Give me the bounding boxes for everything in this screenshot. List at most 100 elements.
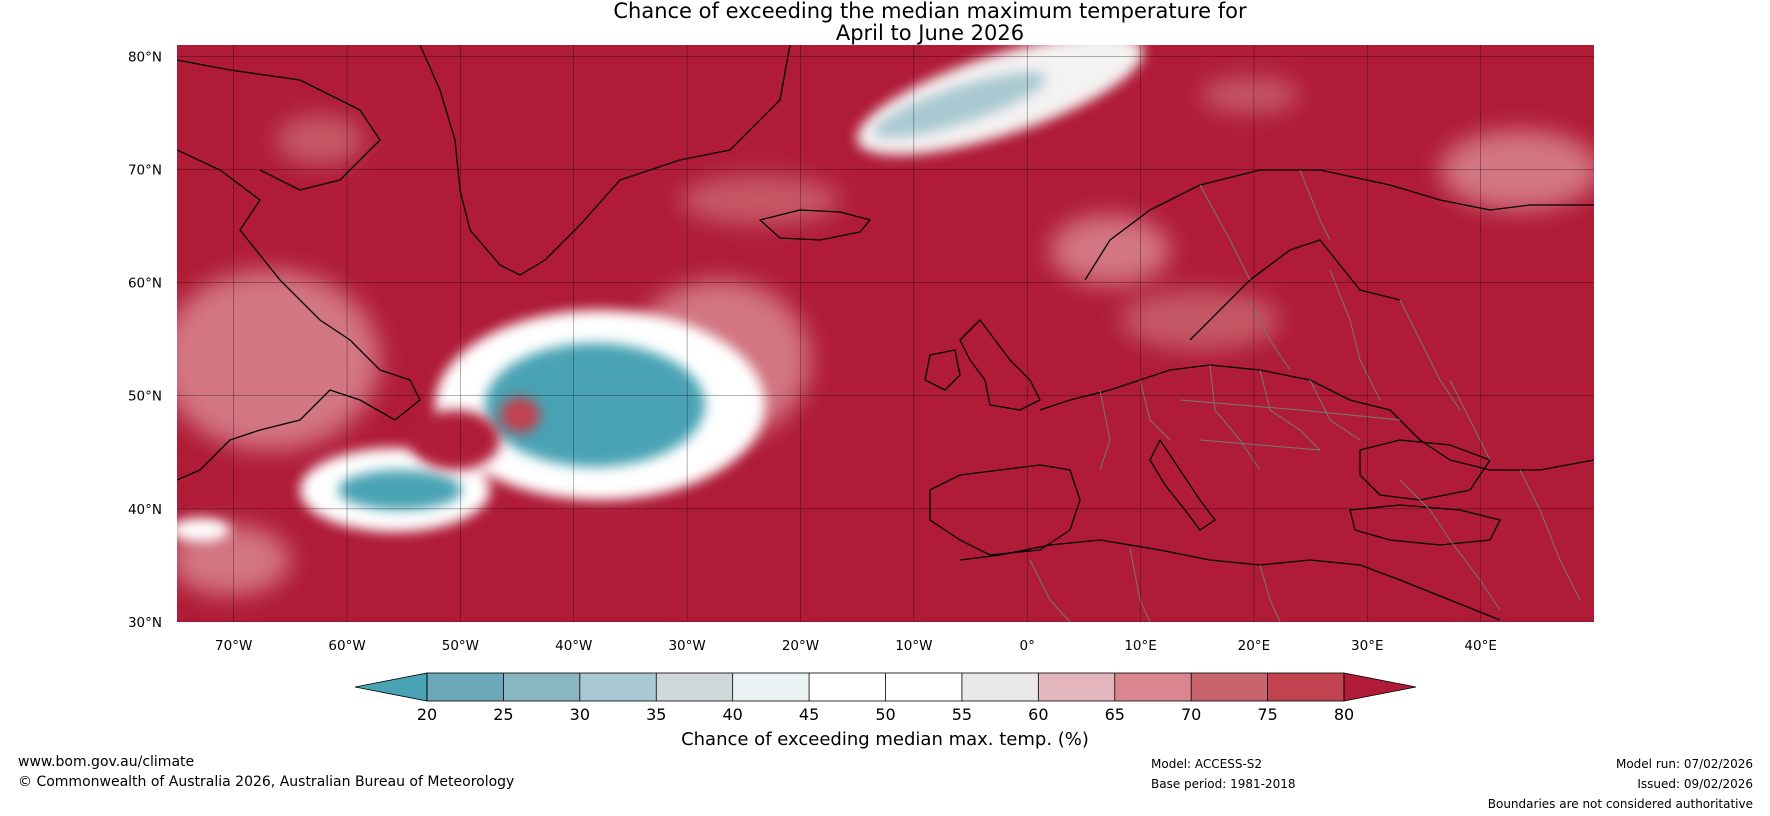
border-line [1249,299,1291,371]
colorbar-extend-low [354,672,428,702]
latitude-tick-label: 80°N [128,49,162,65]
border-line [1209,364,1261,471]
colorbar-tick-label: 20 [417,705,437,724]
greenland-coast [419,45,791,276]
ireland-coast [924,349,961,391]
latitude-tick-label: 60°N [128,276,162,292]
border-line [1139,379,1171,441]
longitude-tick-label: 40°W [555,638,592,654]
colorbar-segment [809,673,886,701]
colorbar-label: Chance of exceeding median max. temp. (%… [681,729,1089,750]
border-line [1199,439,1321,451]
longitude-tick-label: 20°W [782,638,819,654]
border-line [1129,547,1151,622]
border-line [1399,479,1501,611]
map-field [177,45,1594,622]
colorbar-segment [1038,673,1116,701]
barents-pink-patch [1440,130,1594,210]
border-line [1399,299,1461,411]
latitude-axis: 80°N 70°N 60°N 50°N 40°N 30°N [128,49,162,631]
chart-title-line2: April to June 2026 [835,21,1025,45]
colorbar-tick-label: 30 [570,705,590,724]
colorbar-tick-label: 65 [1105,705,1125,724]
colorbar-tick-label: 60 [1028,705,1048,724]
baltic-pink-patch [1120,290,1280,350]
colorbar-segment [1114,673,1192,701]
colorbar-extend-high [1343,672,1417,702]
colorbar-segment [656,673,734,701]
colorbar-segment [427,673,504,701]
disclaimer-text: Boundaries are not considered authoritat… [1487,797,1753,811]
uk-coast [959,319,1041,411]
colorbar-tick-label: 80 [1334,705,1354,724]
mid-red-intrusion [500,397,540,433]
labrador-pink-patch [177,270,380,450]
border-line [1199,184,1251,281]
longitude-tick-label: 30°E [1351,638,1383,654]
red-intrusions [410,397,540,470]
longitude-tick-label: 70°W [215,638,252,654]
baffin-labrador-coast [177,149,421,481]
newfoundland-red-intrusion [410,410,500,470]
cape-white-patch [177,518,230,542]
gridlines [177,45,1594,622]
border-line [1259,369,1321,451]
latitude-tick-label: 30°N [128,615,162,631]
colorbar-tick-label: 55 [952,705,972,724]
longitude-tick-label: 10°E [1124,638,1156,654]
longitude-axis: 70°W 60°W 50°W 40°W 30°W 20°W 10°W 0° 10°E 20°E 30… [215,638,1497,654]
longitude-tick-label: 30°W [668,638,705,654]
model-text: Model: ACCESS-S2 [1151,757,1263,771]
longitude-tick-label: 50°W [442,638,479,654]
colorbar-tick-label: 50 [875,705,895,724]
border-line [1029,559,1071,622]
latitude-tick-label: 40°N [128,502,162,518]
cool-anomaly-cores [338,72,1046,510]
border-line [1329,269,1381,401]
border-line [1259,564,1281,622]
greenland-sea-cool-core [874,72,1046,138]
longitude-tick-label: 40°E [1464,638,1496,654]
colorbar-segment [961,673,1039,701]
colorbar-segment [579,673,657,701]
colorbar-tick-label: 40 [722,705,742,724]
west-atlantic-cool-core [338,470,462,510]
colorbar-segment [1267,673,1345,701]
colorbar-tick-label: 25 [493,705,513,724]
latitude-tick-label: 70°N [128,162,162,178]
border-line [1179,399,1401,421]
colorbar-tick-label: 70 [1181,705,1201,724]
coastlines [177,45,1594,621]
iceland-pink-patch [680,175,840,225]
longitude-tick-label: 10°W [895,638,932,654]
longitude-tick-label: 0° [1020,638,1035,654]
north-africa-coast [959,539,1501,621]
svalbard-pink-patch [1200,77,1300,113]
border-line [1519,469,1581,601]
border-line [1309,379,1361,441]
country-borders [1029,169,1581,622]
canada-arctic-coast [177,59,381,191]
copyright-text: © Commonwealth of Australia 2026, Austra… [18,774,515,790]
baffin-pink-patch [275,115,365,165]
latitude-tick-label: 50°N [128,389,162,405]
scandinavia-coast [1084,169,1594,281]
border-line [1299,169,1331,241]
colorbar: 20 25 30 35 40 45 50 55 60 65 70 75 80 [354,672,1417,724]
colorbar-segment [503,673,581,701]
colorbar-tick-label: 75 [1257,705,1277,724]
model-run-text: Model run: 07/02/2026 [1615,757,1753,771]
longitude-tick-label: 60°W [328,638,365,654]
colorbar-tick-label: 35 [646,705,666,724]
border-line [1449,379,1491,461]
sweden-finland-coast [1189,239,1401,341]
central-atlantic-cool-core [485,343,705,467]
issued-text: Issued: 09/02/2026 [1637,777,1753,791]
colorbar-segment [1191,673,1269,701]
colorbar-tick-label: 45 [799,705,819,724]
colorbar-segment [732,673,810,701]
border-line [1099,389,1111,471]
website-link[interactable]: www.bom.gov.au/climate [18,754,195,770]
base-period-text: Base period: 1981-2018 [1151,777,1296,791]
